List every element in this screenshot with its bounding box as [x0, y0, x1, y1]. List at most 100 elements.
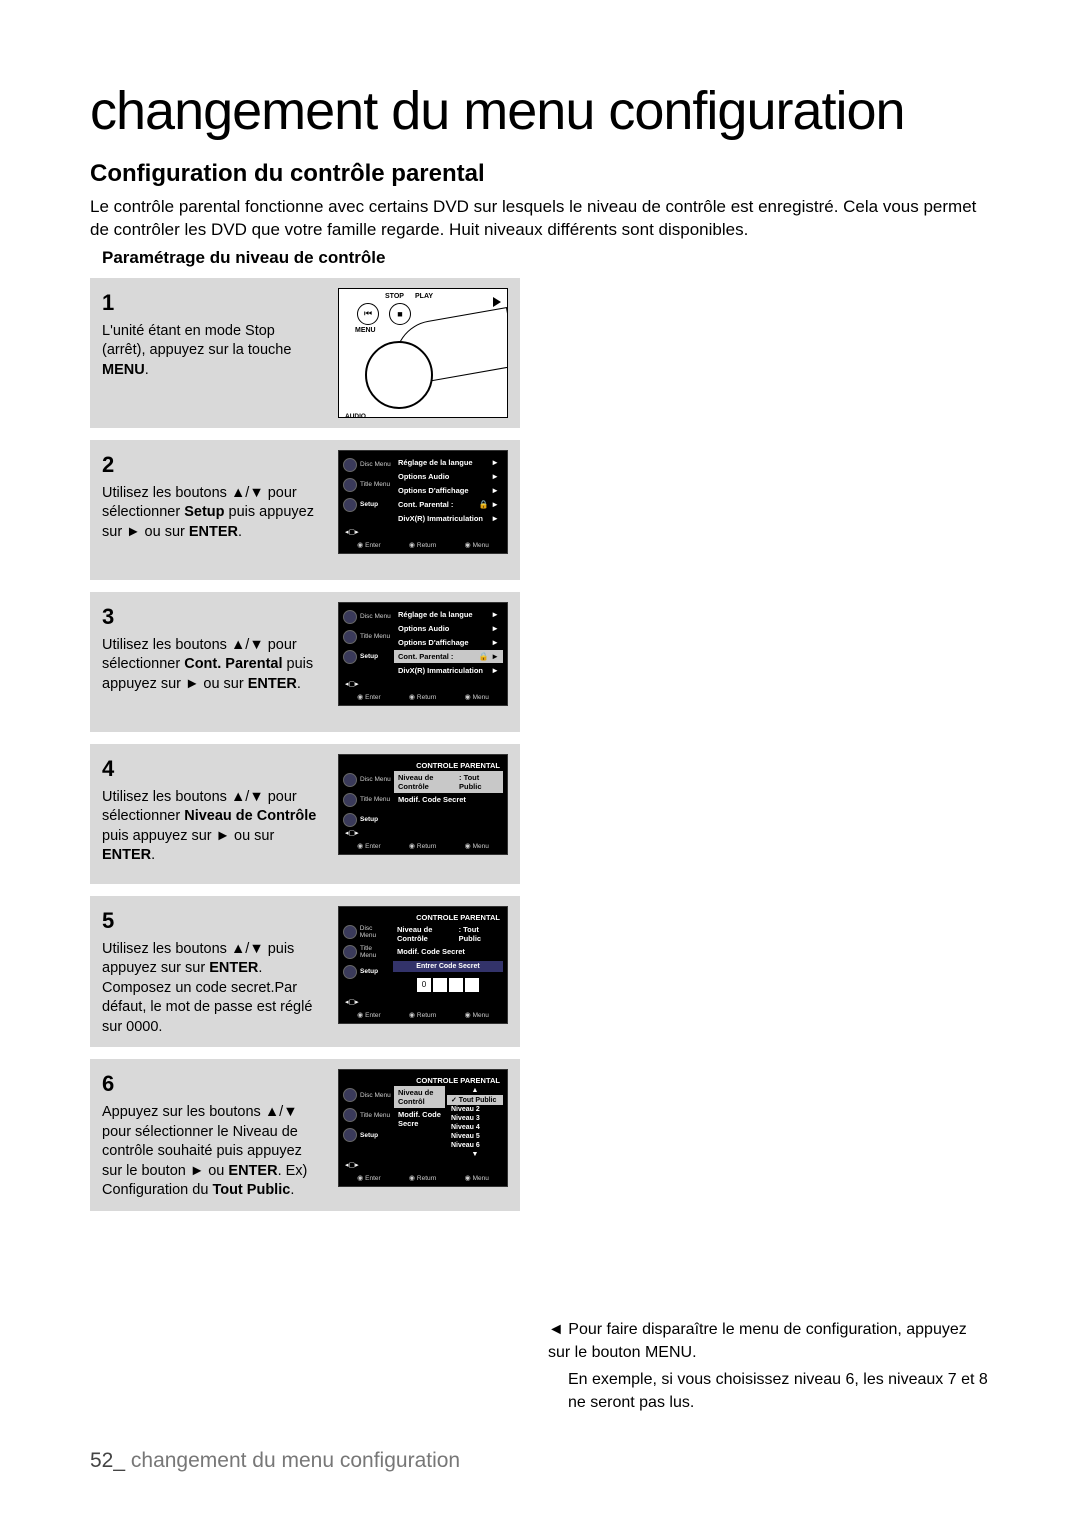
level-item: Niveau 6	[447, 1141, 503, 1150]
osd-option: Cont. Parental :🔒 ►	[394, 498, 503, 511]
step-6: 6 Appuyez sur les boutons ▲/▼ pour sélec…	[90, 1059, 520, 1211]
step-3-bold1: Cont. Parental	[184, 656, 282, 672]
osd-footer-item: Enter	[357, 842, 381, 850]
remote-arrow-icon	[493, 297, 501, 307]
osd-option: Réglage de la langue►	[394, 456, 503, 469]
level-item: Niveau 2	[447, 1105, 503, 1114]
osd-left-item: Setup	[343, 813, 391, 827]
page-title: changement du menu configuration	[90, 80, 990, 142]
osd-footer-item: Return	[409, 1011, 437, 1019]
osd-subline: Modif. Code Secret	[393, 945, 503, 958]
step-3-num: 3	[102, 602, 320, 632]
osd-left-item: Disc Menu	[343, 458, 391, 472]
step-4-num: 4	[102, 754, 320, 784]
level-item: ✓ Tout Public	[447, 1095, 503, 1105]
step-1-bold: MENU	[102, 362, 145, 378]
footer-text: changement du menu configuration	[131, 1449, 460, 1472]
osd-nav-glyph: ◂▢▸	[343, 996, 503, 1006]
step-2-bold1: Setup	[184, 504, 224, 520]
code-box	[465, 978, 479, 992]
remote-menu-label: MENU	[355, 327, 376, 334]
osd-footer-item: Enter	[357, 1174, 381, 1182]
osd-left-item: Setup	[343, 965, 390, 979]
osd-footer-item: Return	[409, 842, 437, 850]
steps-column: 1 L'unité étant en mode Stop (arrêt), ap…	[90, 278, 520, 1223]
osd-subline: Niveau de Contrôle: Tout Public	[393, 923, 503, 945]
code-box	[449, 978, 463, 992]
remote-play-label: PLAY	[415, 293, 433, 300]
osd-option: Cont. Parental :🔒 ►	[394, 650, 503, 663]
osd-footer-item: Enter	[357, 541, 381, 549]
osd-option: DivX(R) Immatriculation►	[394, 512, 503, 525]
osd-option: Options Audio►	[394, 470, 503, 483]
osd-left-nav: Disc Menu Title Menu Setup	[343, 608, 391, 678]
osd-option: Options Audio►	[394, 622, 503, 635]
osd-left-nav: Disc MenuTitle MenuSetup	[343, 771, 391, 827]
step-2: 2 Utilisez les boutons ▲/▼ pour sélectio…	[90, 440, 520, 580]
footer-page-num: 52_	[90, 1449, 125, 1472]
remote-illustration: STOP PLAY MENU AUDIO ⏮ ■	[338, 288, 508, 418]
level-down-icon: ▼	[447, 1150, 503, 1159]
step-2-num: 2	[102, 450, 320, 480]
osd-left-item: Title Menu	[343, 478, 391, 492]
page-footer: 52_ changement du menu configuration	[90, 1449, 990, 1473]
osd6-right: Niveau de ContrôlModif. Code Secre ▲✓ To…	[394, 1086, 503, 1159]
osd-footer-item: Menu	[465, 1011, 489, 1019]
step-2-post: .	[238, 524, 242, 540]
step-4-mid: puis appuyez sur ► ou sur	[102, 828, 274, 844]
step-5-pre: Utilisez les boutons ▲/▼ puis appuyez su…	[102, 941, 294, 977]
osd-screen-5: CONTROLE PARENTAL Disc MenuTitle MenuSet…	[338, 906, 508, 1024]
osd-option: Options D'affichage►	[394, 636, 503, 649]
osd-footer-item: Menu	[465, 1174, 489, 1182]
step-4: 4 Utilisez les boutons ▲/▼ pour sélectio…	[90, 744, 520, 884]
step-4-bold2: ENTER	[102, 847, 151, 863]
side-notes: ◄ Pour faire disparaître le menu de conf…	[548, 278, 990, 1415]
osd-footer-6: Enter Return Menu	[343, 1171, 503, 1182]
osd-left-item: Title Menu	[343, 793, 391, 807]
osd-footer-item: Menu	[465, 693, 489, 701]
osd-left-item: Setup	[343, 1128, 391, 1142]
osd-subline: Niveau de Contrôle: Tout Public	[394, 771, 503, 793]
step-6-num: 6	[102, 1069, 320, 1099]
step-4-bold1: Niveau de Contrôle	[184, 808, 316, 824]
osd-footer-item: Menu	[465, 541, 489, 549]
osd-nav-glyph: ◂▢▸	[343, 526, 503, 536]
osd-nav-glyph: ◂▢▸	[343, 827, 503, 837]
step-1-num: 1	[102, 288, 320, 318]
osd5-enter-label: Entrer Code Secret	[393, 961, 503, 972]
level-item: Niveau 3	[447, 1114, 503, 1123]
osd6-header: CONTROLE PARENTAL	[343, 1075, 503, 1086]
osd-left-item: Disc Menu	[343, 925, 390, 939]
osd-screen-2: Disc Menu Title Menu Setup Réglage de la l…	[338, 450, 508, 554]
osd-subline: Modif. Code Secret	[394, 793, 503, 806]
osd4-header: CONTROLE PARENTAL	[343, 760, 503, 771]
osd-left-item: Title Menu	[343, 945, 390, 959]
osd-footer-item: Return	[409, 693, 437, 701]
intro-text: Le contrôle parental fonctionne avec cer…	[90, 196, 990, 242]
step-1: 1 L'unité étant en mode Stop (arrêt), ap…	[90, 278, 520, 428]
step-5-bold1: ENTER	[209, 960, 258, 976]
osd-left-item: Title Menu	[343, 630, 391, 644]
step-4-post: .	[151, 847, 155, 863]
osd5-code-row: 0	[393, 978, 503, 992]
step-3: 3 Utilisez les boutons ▲/▼ pour sélectio…	[90, 592, 520, 732]
osd-left-item: Disc Menu	[343, 610, 391, 624]
osd-footer-item: Return	[409, 541, 437, 549]
osd-left-item: Setup	[343, 498, 391, 512]
level-up-icon: ▲	[447, 1086, 503, 1095]
osd-footer-item: Menu	[465, 842, 489, 850]
note-tip-2: En exemple, si vous choisissez niveau 6,…	[568, 1368, 990, 1414]
level-item: Niveau 4	[447, 1123, 503, 1132]
osd-footer-item: Return	[409, 1174, 437, 1182]
osd-nav-glyph: ◂▢▸	[343, 678, 503, 688]
step-2-bold2: ENTER	[189, 524, 238, 540]
step-6-bold2: Tout Public	[212, 1182, 290, 1198]
osd-left-item: Setup	[343, 650, 391, 664]
remote-audio-label: AUDIO	[345, 413, 366, 418]
osd-footer-item: Enter	[357, 693, 381, 701]
level-item: Niveau 5	[447, 1132, 503, 1141]
osd-nav-glyph: ◂▢▸	[343, 1159, 503, 1169]
osd-screen-3: Disc Menu Title Menu Setup Réglage de la l…	[338, 602, 508, 706]
osd-options-3: Réglage de la langue►Options Audio►Optio…	[394, 608, 503, 678]
osd-left-item: Disc Menu	[343, 1088, 391, 1102]
